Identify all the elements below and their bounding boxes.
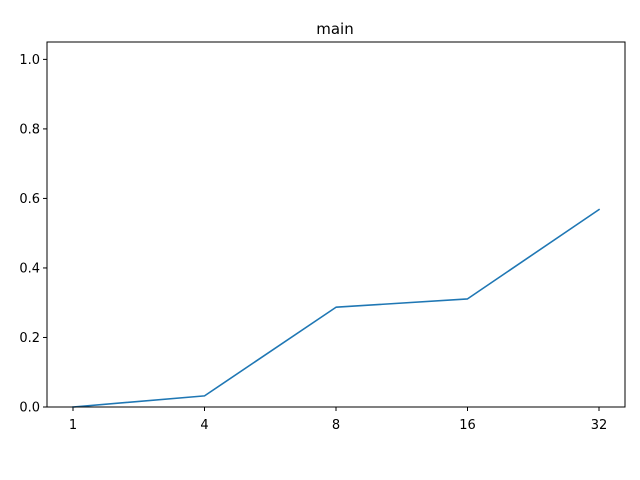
x-tick-label: 16 (459, 418, 476, 433)
y-axis: 0.0 0.2 0.4 0.6 0.8 1.0 (19, 53, 47, 416)
x-axis: 1 4 8 16 32 (69, 407, 607, 433)
y-tick-label: 0.8 (19, 122, 40, 137)
axes-frame (46, 41, 626, 408)
y-tick-label: 0.2 (19, 331, 40, 346)
x-tick-label: 32 (591, 418, 608, 433)
y-tick-label: 0.0 (19, 401, 40, 416)
series-line-main (72, 208, 601, 408)
x-tick-label: 4 (200, 418, 208, 433)
series-layer (72, 208, 601, 408)
y-tick-label: 0.6 (19, 192, 40, 207)
x-tick-label: 8 (332, 418, 340, 433)
x-tick-label: 1 (69, 418, 77, 433)
chart-title: main (316, 20, 353, 38)
y-tick-label: 1.0 (19, 53, 40, 68)
y-tick-label: 0.4 (19, 261, 40, 276)
